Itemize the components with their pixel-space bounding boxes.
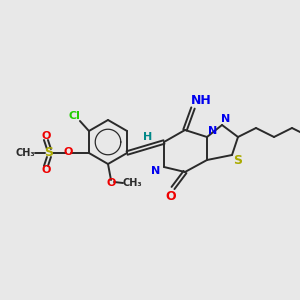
Text: O: O xyxy=(41,165,51,175)
Text: O: O xyxy=(166,190,176,202)
Text: N: N xyxy=(152,166,160,176)
Text: CH₃: CH₃ xyxy=(15,148,35,158)
Text: Cl: Cl xyxy=(68,111,80,121)
Text: O: O xyxy=(63,147,73,157)
Text: H: H xyxy=(143,133,152,142)
Text: O: O xyxy=(106,178,116,188)
Text: N: N xyxy=(221,114,231,124)
Text: S: S xyxy=(44,146,53,160)
Text: N: N xyxy=(208,126,217,136)
Text: S: S xyxy=(233,154,242,166)
Text: NH: NH xyxy=(190,94,212,106)
Text: O: O xyxy=(41,131,51,141)
Text: CH₃: CH₃ xyxy=(122,178,142,188)
